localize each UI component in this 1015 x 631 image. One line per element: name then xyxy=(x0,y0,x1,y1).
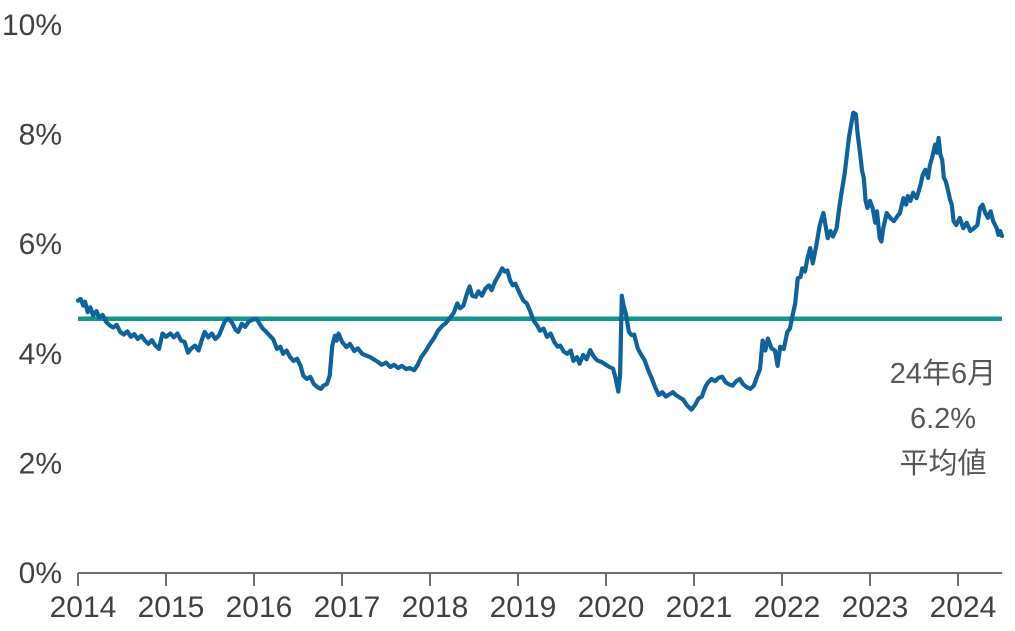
chart-annotation: 24年6月 6.2% 平均値 xyxy=(868,352,1015,487)
x-axis-tick-label: 2023 xyxy=(842,591,909,624)
y-axis-tick-label: 10% xyxy=(2,9,62,42)
series-line xyxy=(75,110,1005,412)
x-axis-tick-label: 2021 xyxy=(666,591,733,624)
x-axis-tick-label: 2019 xyxy=(490,591,557,624)
x-axis-tick-label: 2014 xyxy=(50,591,117,624)
y-axis-tick-label: 4% xyxy=(19,338,62,371)
x-axis-tick-label: 2017 xyxy=(314,591,381,624)
y-axis-tick-label: 0% xyxy=(19,557,62,590)
y-axis-tick-label: 8% xyxy=(19,119,62,152)
latest-point-value: 6.2% xyxy=(909,403,977,435)
x-axis-tick-label: 2018 xyxy=(402,591,469,624)
y-axis-tick-label: 6% xyxy=(19,228,62,261)
average-line-label: 平均値 xyxy=(899,448,987,480)
x-axis-tick-label: 2016 xyxy=(226,591,293,624)
latest-point-date: 24年6月 xyxy=(889,358,997,390)
x-axis-tick-label: 2020 xyxy=(578,591,645,624)
x-axis-tick-label: 2024 xyxy=(930,591,997,624)
x-axis-tick-label: 2015 xyxy=(138,591,205,624)
y-axis-tick-label: 2% xyxy=(19,447,62,480)
x-axis-tick-label: 2022 xyxy=(754,591,821,624)
